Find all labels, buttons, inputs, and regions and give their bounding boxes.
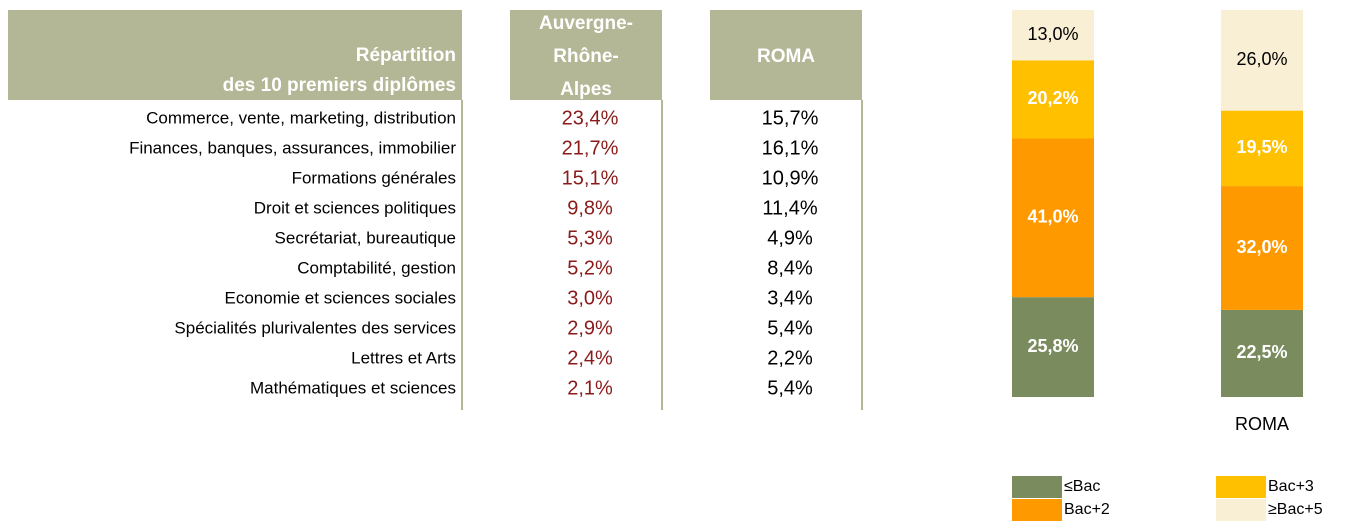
legend-swatch xyxy=(1012,499,1062,521)
header-title: Répartition xyxy=(356,45,456,66)
header-bg xyxy=(510,10,662,100)
row-label: Formations générales xyxy=(292,168,456,187)
bar-label: 41,0% xyxy=(1027,207,1078,227)
bar-label: 22,5% xyxy=(1236,342,1287,362)
row-label: Comptabilité, gestion xyxy=(297,258,456,277)
row-value: 3,0% xyxy=(567,287,613,309)
header-column: Auvergne- xyxy=(539,13,633,34)
bar-segment xyxy=(1221,309,1303,397)
legend-swatch xyxy=(1012,476,1062,498)
row-value: 2,1% xyxy=(567,377,613,399)
header-column: Rhône- xyxy=(553,46,618,67)
bar-label: 13,0% xyxy=(1027,24,1078,44)
row-label: Lettres et Arts xyxy=(351,348,456,367)
header-column: Alpes xyxy=(560,79,612,100)
row-value: 5,4% xyxy=(767,317,813,339)
bar-segment xyxy=(1221,110,1303,187)
bar-label: 19,5% xyxy=(1236,137,1287,157)
row-value: 5,3% xyxy=(567,227,613,249)
legend-label: ≤Bac xyxy=(1064,478,1100,495)
bar-segment xyxy=(1221,186,1303,310)
bar-label: 25,8% xyxy=(1027,336,1078,356)
row-value: 21,7% xyxy=(562,137,619,159)
row-label: Droit et sciences politiques xyxy=(254,198,456,217)
legend-swatch xyxy=(1216,476,1266,498)
row-label: Economie et sciences sociales xyxy=(224,288,456,307)
row-value: 2,9% xyxy=(567,317,613,339)
row-value: 8,4% xyxy=(767,257,813,279)
row-value: 10,9% xyxy=(762,167,819,189)
row-label: Mathématiques et sciences xyxy=(250,378,456,397)
row-label: Spécialités plurivalentes des services xyxy=(174,318,456,337)
row-value: 15,1% xyxy=(562,167,619,189)
row-value: 5,2% xyxy=(567,257,613,279)
bar-segment xyxy=(1012,10,1094,61)
bar-segment xyxy=(1221,10,1303,111)
bar-label: 20,2% xyxy=(1027,88,1078,108)
row-value: 2,4% xyxy=(567,347,613,369)
row-label: Secrétariat, bureautique xyxy=(275,228,456,247)
row-value: 4,9% xyxy=(767,227,813,249)
row-label: Finances, banques, assurances, immobilie… xyxy=(129,138,456,157)
header-bg xyxy=(8,10,462,100)
legend-swatch xyxy=(1216,499,1266,521)
row-value: 23,4% xyxy=(562,107,619,129)
header-bg xyxy=(710,10,862,100)
bar-segment xyxy=(1012,60,1094,139)
row-value: 11,4% xyxy=(762,197,817,219)
row-value: 15,7% xyxy=(762,107,819,129)
bar-segment xyxy=(1012,297,1094,397)
bar-label: 26,0% xyxy=(1236,49,1287,69)
legend-label: Bac+2 xyxy=(1064,501,1110,518)
row-value: 5,4% xyxy=(767,377,813,399)
bar-segment xyxy=(1012,138,1094,298)
category-label: ROMA xyxy=(1235,414,1289,434)
legend-label: Bac+3 xyxy=(1268,478,1314,495)
row-value: 9,8% xyxy=(567,197,613,219)
legend-label: ≥Bac+5 xyxy=(1268,501,1323,518)
row-value: 16,1% xyxy=(762,137,819,159)
row-label: Commerce, vente, marketing, distribution xyxy=(146,108,456,127)
bar-label: 32,0% xyxy=(1236,237,1287,257)
header-column: ROMA xyxy=(757,46,815,67)
row-value: 2,2% xyxy=(767,347,813,369)
header-title: des 10 premiers diplômes xyxy=(223,75,456,96)
row-value: 3,4% xyxy=(767,287,813,309)
